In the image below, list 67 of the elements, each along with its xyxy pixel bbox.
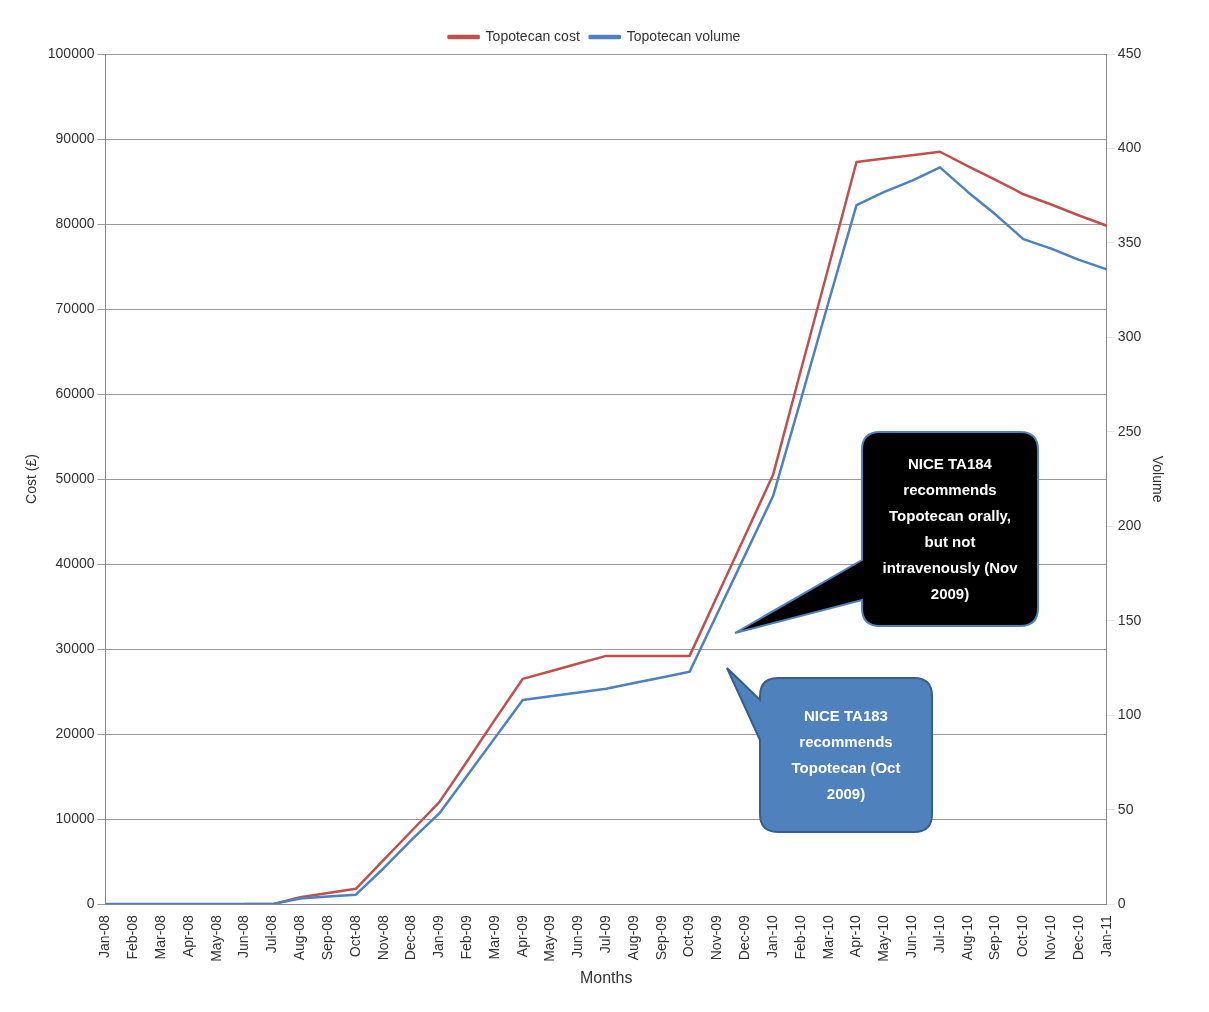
- y2-tick-label: 100: [1117, 706, 1142, 723]
- legend-label: Topotecan volume: [626, 27, 741, 44]
- y2-tick-label: 300: [1117, 328, 1142, 345]
- x-tick-label: Sep-08: [318, 914, 335, 961]
- x-tick-label: Apr-10: [847, 914, 864, 958]
- x-tick-label: Apr-08: [179, 914, 196, 958]
- y2-tick-label: 150: [1117, 611, 1142, 628]
- y-tick-label: 90000: [55, 129, 95, 146]
- x-tick-label: Nov-08: [374, 914, 391, 961]
- x-tick-label: Dec-10: [1069, 914, 1086, 961]
- x-tick-label: Jun-09: [569, 914, 586, 958]
- x-tick-label: May-10: [875, 914, 892, 962]
- annotation: NICE TA183 recommends Topotecan (Oct 2009): [790, 706, 902, 804]
- x-tick-label: Aug-08: [291, 914, 308, 961]
- y-tick-label: 70000: [55, 299, 95, 316]
- x-tick-label: Mar-08: [152, 914, 169, 960]
- speech-bubble: NICE TA183 recommends Topotecan (Oct 2009): [727, 668, 932, 832]
- x-tick-label: Jun-08: [235, 914, 252, 958]
- y-axis-title: Cost (£): [23, 454, 40, 504]
- x-tick-label: Jul-10: [930, 914, 947, 954]
- y-tick-label: 80000: [55, 214, 95, 231]
- y-tick-label: 60000: [55, 384, 95, 401]
- x-tick-label: Oct-08: [346, 914, 363, 958]
- x-tick-label: Feb-08: [124, 914, 141, 960]
- legend-label: Topotecan cost: [485, 27, 580, 44]
- x-tick-label: Feb-10: [791, 914, 808, 960]
- speech-bubble: NICE TA184 recommends Topotecan orally, but not intravenously (Nov 2009): [735, 432, 1038, 633]
- x-tick-label: May-09: [541, 914, 558, 962]
- x-tick-label: Dec-09: [736, 914, 753, 961]
- y-tick-label: 0: [86, 894, 95, 911]
- x-tick-label: Nov-09: [708, 914, 725, 961]
- x-tick-label: Oct-09: [680, 914, 697, 958]
- x-tick-label: Jan-09: [430, 914, 447, 958]
- x-tick-label: Nov-10: [1042, 914, 1059, 961]
- x-tick-label: Aug-10: [958, 914, 975, 961]
- y2-tick-label: 50: [1117, 800, 1134, 817]
- y-tick-label: 30000: [55, 639, 95, 656]
- x-tick-label: Mar-09: [485, 914, 502, 960]
- x-tick-label: Jan-10: [763, 914, 780, 958]
- x-tick-label: Aug-09: [624, 914, 641, 961]
- y2-tick-label: 0: [1117, 894, 1126, 911]
- y2-tick-label: 400: [1117, 139, 1142, 156]
- x-tick-label: Sep-09: [652, 914, 669, 961]
- x-tick-label: Oct-10: [1014, 914, 1031, 958]
- x-tick-label: Jun-10: [903, 914, 919, 958]
- x-tick-label: May-08: [207, 914, 224, 962]
- y2-tick-label: 450: [1117, 44, 1142, 61]
- y2-tick-label: 250: [1117, 422, 1142, 439]
- x-tick-label: Apr-09: [513, 914, 530, 958]
- x-tick-label: Jan-08: [96, 914, 113, 958]
- x-tick-label: Mar-10: [819, 914, 836, 960]
- y-tick-label: 10000: [55, 809, 95, 826]
- y2-tick-label: 200: [1117, 517, 1142, 534]
- y2-axis-title: Volume: [1149, 455, 1166, 503]
- y2-tick-label: 350: [1117, 233, 1142, 250]
- x-axis-title: Months: [579, 968, 633, 986]
- x-tick-label: Jan-11: [1097, 914, 1114, 957]
- x-tick-label: Jul-09: [597, 914, 614, 954]
- x-tick-label: Jul-08: [263, 914, 280, 954]
- x-tick-label: Dec-08: [402, 914, 419, 961]
- y-tick-label: 40000: [55, 554, 95, 571]
- y-tick-label: 50000: [55, 469, 95, 486]
- y-tick-label: 100000: [47, 44, 95, 61]
- x-tick-label: Feb-09: [457, 914, 474, 960]
- annotation: NICE TA184 recommends Topotecan orally, but not intravenously (Nov 2009): [881, 454, 1019, 604]
- y-tick-label: 20000: [55, 724, 95, 741]
- x-tick-label: Sep-10: [986, 914, 1003, 961]
